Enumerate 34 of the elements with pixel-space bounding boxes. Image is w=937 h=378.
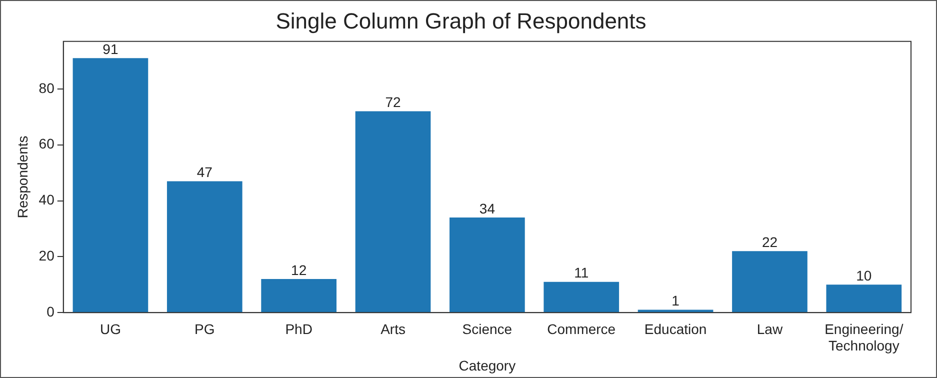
bar bbox=[544, 282, 620, 312]
x-tick-label: UG bbox=[100, 320, 121, 337]
y-tick-label: 80 bbox=[38, 80, 55, 96]
y-tick-label: 20 bbox=[38, 248, 55, 264]
chart-title: Single Column Graph of Respondents bbox=[276, 8, 646, 34]
x-tick-label: Commerce bbox=[547, 320, 616, 337]
data-label: 34 bbox=[479, 200, 496, 216]
y-tick-label: 40 bbox=[38, 192, 55, 208]
x-tick-label: Arts bbox=[380, 320, 406, 337]
x-tick-label: Engineering/Technology bbox=[824, 320, 904, 354]
x-tick-label: Law bbox=[756, 320, 784, 337]
x-axis-title: Category bbox=[458, 357, 516, 374]
bar bbox=[72, 58, 148, 312]
x-tick-label: PhD bbox=[285, 320, 312, 337]
y-axis-title: Respondents bbox=[14, 136, 30, 218]
data-label: 91 bbox=[102, 41, 118, 58]
data-label: 12 bbox=[291, 262, 307, 278]
bar bbox=[450, 218, 525, 312]
x-tick-label: PG bbox=[194, 320, 215, 337]
bar bbox=[261, 279, 336, 312]
data-label: 47 bbox=[196, 164, 213, 180]
bar bbox=[732, 251, 808, 312]
y-tick-label: 60 bbox=[38, 136, 55, 152]
data-label: 22 bbox=[762, 234, 778, 250]
data-label: 11 bbox=[574, 264, 589, 281]
data-label: 10 bbox=[856, 268, 872, 284]
x-tick-label: Education bbox=[644, 320, 707, 337]
data-label: 1 bbox=[672, 292, 680, 309]
bar bbox=[166, 181, 242, 312]
bar bbox=[826, 284, 902, 312]
y-tick-label: 0 bbox=[46, 303, 55, 320]
x-tick-label: Science bbox=[462, 320, 512, 337]
data-label: 72 bbox=[385, 94, 401, 110]
bar bbox=[355, 111, 431, 312]
